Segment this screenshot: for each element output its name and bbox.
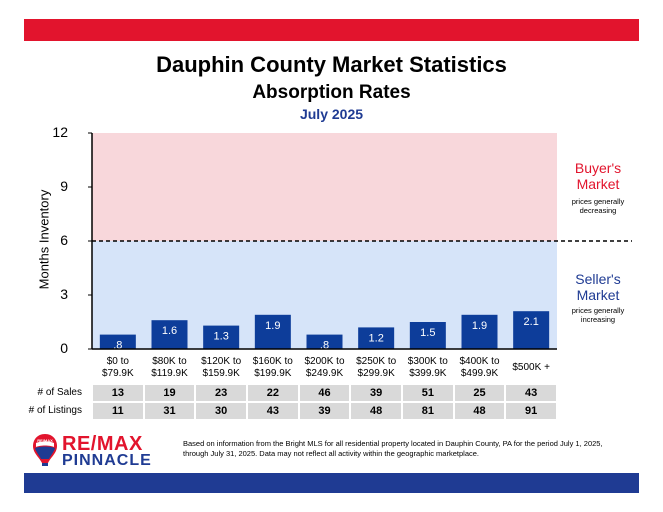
listings-cell-5: 48 [351,403,401,419]
sales-cell-0: 13 [93,385,143,401]
sales-cell-6: 51 [403,385,453,401]
x-category-1: $80K to $119.9K [151,356,188,379]
buyer-market-title: Buyer's Market [574,160,622,192]
sales-cell-2: 23 [196,385,246,401]
seller-market-title: Seller's Market [575,271,621,303]
bar-4 [306,334,343,349]
report-period: July 2025 [299,106,364,122]
remax-balloon-icon [33,434,57,466]
brand-office: PINNACLE [62,452,152,469]
sales-cell-3: 22 [248,385,298,401]
buyer-market-note: prices generally decreasing [571,197,625,215]
seller-market-note: prices generally increasing [571,306,625,324]
x-category-5: $250K to $299.9K [356,356,397,379]
listings-cell-7: 48 [454,403,505,419]
listings-cell-1: 31 [144,403,195,419]
bar-1 [151,320,188,349]
bar-value-label-6: 1.5 [420,327,435,339]
sales-row-label: # of Sales [37,387,82,398]
bottom-blue-stripe [24,473,639,493]
sales-cell-1: 19 [144,385,195,401]
bar-2 [203,325,240,349]
page-subtitle: Absorption Rates [252,82,411,103]
disclaimer-text: Based on information from the Bright MLS… [183,439,603,458]
y-tick-0: 0 [60,340,68,356]
y-tick-9: 9 [60,178,68,194]
bar-value-label-4: .8 [320,340,329,352]
bar-value-label-2: 1.3 [214,331,229,343]
listings-cell-3: 43 [248,403,298,419]
x-category-4: $200K to $249.9K [304,356,345,379]
bar-7 [461,314,498,349]
x-category-2: $120K to $159.9K [201,356,242,379]
bar-6 [409,322,446,349]
sales-cell-7: 25 [454,385,505,401]
brand-name: RE/MAX [62,433,143,455]
y-tick-3: 3 [60,286,68,302]
page-title: Dauphin County Market Statistics [156,52,507,77]
bar-8 [513,311,550,349]
bar-value-label-5: 1.2 [369,332,384,344]
listings-cell-6: 81 [403,403,453,419]
bar-0 [99,334,136,349]
x-category-8: $500K + [512,362,550,373]
listings-cell-4: 39 [299,403,350,419]
listings-cell-0: 11 [93,403,143,419]
bar-3 [254,314,291,349]
bar-5 [358,327,395,349]
x-category-6: $300K to $399.9K [407,356,448,379]
y-tick-12: 12 [52,124,68,140]
listings-row-label: # of Listings [28,405,82,416]
top-red-stripe [24,19,639,41]
x-category-7: $400K to $499.9K [459,356,500,379]
bar-value-label-3: 1.9 [265,320,280,332]
sales-cell-4: 46 [299,385,350,401]
sales-cell-5: 39 [351,385,401,401]
bar-value-label-0: .8 [113,340,122,352]
bar-value-label-1: 1.6 [162,325,177,337]
bar-value-label-7: 1.9 [472,320,487,332]
balloon-badge: RE/MAX [37,438,53,443]
x-category-3: $160K to $199.9K [252,356,293,379]
y-tick-6: 6 [60,232,68,248]
listings-cell-8: 91 [506,403,556,419]
listings-cell-2: 30 [196,403,246,419]
sales-cell-8: 43 [506,385,556,401]
bar-value-label-8: 2.1 [524,316,539,328]
buyer-market-zone [92,133,557,241]
x-category-0: $0 to $79.9K [101,356,134,379]
